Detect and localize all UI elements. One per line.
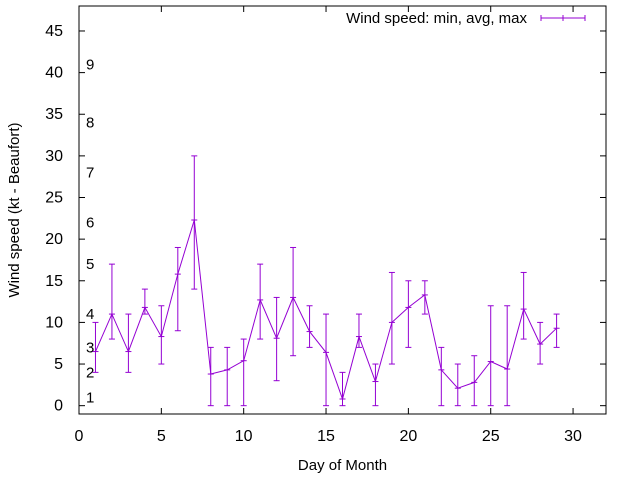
y-tick-label: 20: [45, 231, 63, 248]
x-axis-title: Day of Month: [298, 457, 387, 474]
error-bar-point: [306, 305, 313, 348]
data-series: [92, 155, 560, 407]
beaufort-label: 6: [86, 214, 94, 231]
y-tick-label: 10: [45, 314, 63, 331]
legend: Wind speed: min, avg, max: [346, 10, 586, 27]
error-bar-point: [339, 371, 346, 407]
y-tick-label: 25: [45, 190, 63, 207]
x-tick-label: 5: [157, 428, 166, 445]
chart-text: Day of Month Wind speed (kt - Beaufort): [6, 122, 387, 474]
error-bar-point: [487, 305, 494, 407]
beaufort-label: 9: [86, 56, 94, 73]
beaufort-label: 2: [86, 364, 94, 381]
beaufort-label: 3: [86, 339, 94, 356]
error-bar-point: [504, 305, 511, 407]
y-tick-label: 5: [54, 356, 63, 373]
x-tick-label: 25: [482, 428, 500, 445]
error-bar-point: [108, 263, 115, 340]
error-bar-point: [240, 338, 247, 407]
error-bar-point: [388, 271, 395, 365]
error-bar-point: [174, 246, 181, 332]
beaufort-label: 7: [86, 165, 94, 182]
x-tick-label: 0: [75, 428, 84, 445]
legend-label: Wind speed: min, avg, max: [346, 10, 527, 27]
error-bar-point: [520, 271, 527, 340]
error-bar-point: [257, 263, 264, 340]
x-tick-label: 15: [317, 428, 335, 445]
beaufort-label: 8: [86, 115, 94, 132]
y-tick-label: 30: [45, 148, 63, 165]
error-bar-point: [421, 280, 428, 315]
y-tick-label: 35: [45, 106, 63, 123]
error-bar-point: [158, 305, 165, 365]
x-tick-label: 30: [564, 428, 582, 445]
error-bar-point: [355, 313, 362, 348]
error-bar-point: [191, 155, 198, 290]
error-bar-point: [471, 355, 478, 407]
error-bar-point: [323, 313, 330, 407]
x-tick-label: 20: [399, 428, 417, 445]
error-bar-point: [141, 288, 148, 315]
error-bar-point: [553, 313, 560, 348]
error-bar-point: [290, 246, 297, 357]
beaufort-label: 4: [86, 306, 94, 323]
beaufort-label: 5: [86, 256, 94, 273]
plot-area: [78, 5, 607, 415]
error-bar-point: [207, 346, 214, 407]
error-bar-point: [405, 280, 412, 348]
error-bar-point: [224, 346, 231, 407]
error-bar-point: [438, 346, 445, 407]
error-bar-point: [537, 321, 544, 365]
y-axis-title: Wind speed (kt - Beaufort): [6, 122, 23, 297]
x-tick-label: 10: [235, 428, 253, 445]
error-bar-point: [125, 313, 132, 373]
y-tick-label: 40: [45, 65, 63, 82]
y-tick-label: 45: [45, 23, 63, 40]
plot-border: [78, 5, 607, 415]
y-tick-label: 15: [45, 273, 63, 290]
beaufort-label: 1: [86, 389, 94, 406]
error-bar-point: [92, 321, 99, 373]
y-tick-label: 0: [54, 398, 63, 415]
error-bar-point: [273, 296, 280, 382]
error-bar-point: [372, 363, 379, 407]
error-bar-point: [454, 363, 461, 407]
